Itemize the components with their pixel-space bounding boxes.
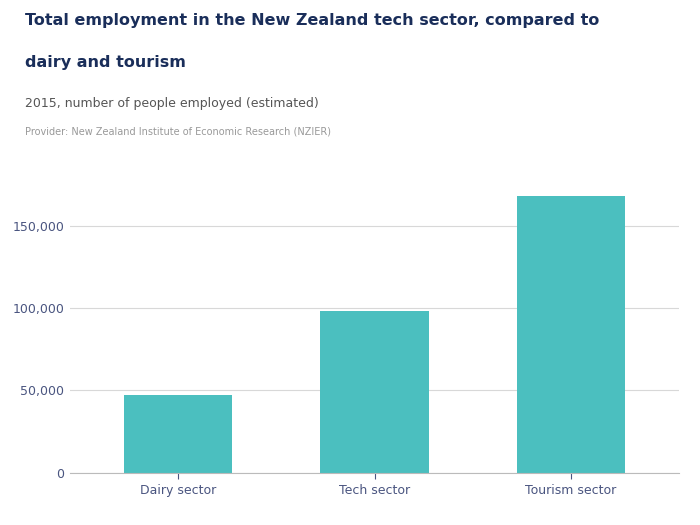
Bar [124,395,232,472]
Text: figure.nz: figure.nz [575,23,659,39]
Bar [517,196,625,472]
Text: Provider: New Zealand Institute of Economic Research (NZIER): Provider: New Zealand Institute of Econo… [25,126,330,136]
Text: Total employment in the New Zealand tech sector, compared to: Total employment in the New Zealand tech… [25,13,599,28]
Bar [321,311,428,472]
Text: dairy and tourism: dairy and tourism [25,55,186,70]
Text: 2015, number of people employed (estimated): 2015, number of people employed (estimat… [25,97,318,110]
